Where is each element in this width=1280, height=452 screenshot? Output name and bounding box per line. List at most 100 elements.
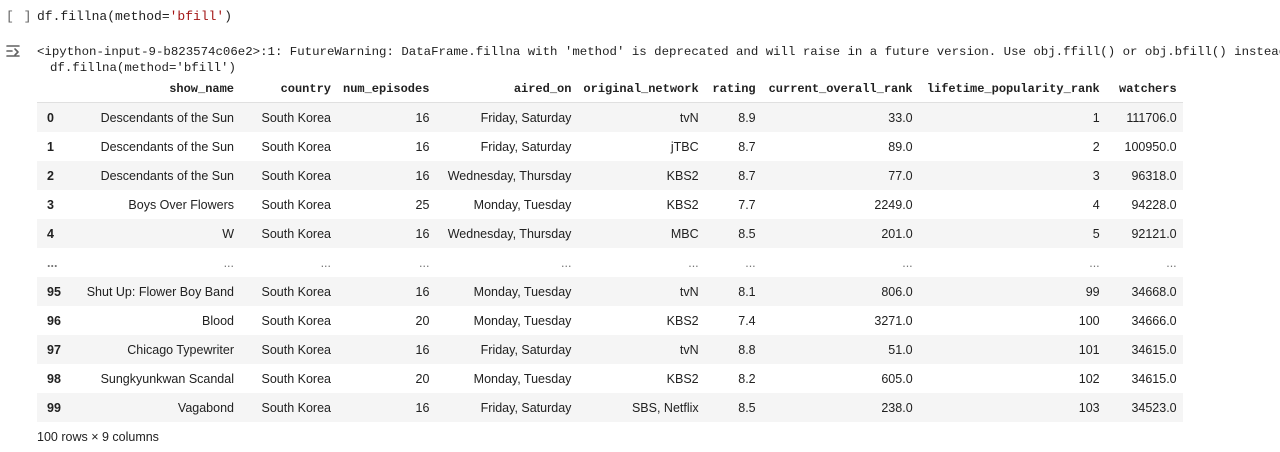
table-cell: South Korea bbox=[261, 400, 332, 415]
column-header: country bbox=[240, 76, 337, 103]
table-cell: Blood bbox=[202, 313, 234, 328]
table-row: 1 Descendants of the Sun South Korea 16 Frid… bbox=[37, 132, 1183, 161]
table-cell: 77.0 bbox=[888, 168, 913, 183]
table-cell: 7.4 bbox=[738, 313, 756, 328]
table-cell: ... bbox=[745, 255, 756, 270]
table-cell: Monday, Tuesday bbox=[473, 197, 572, 212]
column-header bbox=[37, 76, 73, 103]
table-cell: ... bbox=[561, 255, 572, 270]
row-index: 2 bbox=[47, 168, 54, 183]
table-cell: 8.7 bbox=[738, 168, 756, 183]
table-cell: Monday, Tuesday bbox=[473, 371, 572, 386]
table-cell: 103 bbox=[1078, 400, 1100, 415]
table-cell: Boys Over Flowers bbox=[128, 197, 234, 212]
code-prefix: df.fillna(method= bbox=[37, 9, 170, 24]
table-cell: South Korea bbox=[261, 226, 332, 241]
table-cell: 51.0 bbox=[888, 342, 913, 357]
future-warning-output: <ipython-input-9-b823574c06e2>:1: Future… bbox=[37, 44, 1280, 76]
table-cell: KBS2 bbox=[666, 197, 699, 212]
column-header: watchers bbox=[1105, 76, 1183, 103]
warning-message: <ipython-input-9-b823574c06e2>:1: Future… bbox=[37, 45, 1280, 59]
code-input[interactable]: df.fillna(method='bfill') bbox=[37, 9, 232, 24]
table-cell: Friday, Saturday bbox=[480, 139, 572, 154]
table-cell: South Korea bbox=[261, 139, 332, 154]
row-index: 1 bbox=[47, 139, 54, 154]
column-header: lifetime_popularity_rank bbox=[918, 76, 1106, 103]
table-row: 98 Sungkyunkwan Scandal South Korea 20 Monda… bbox=[37, 364, 1183, 393]
table-cell: 16 bbox=[415, 226, 430, 241]
table-cell: 34523.0 bbox=[1131, 400, 1177, 415]
row-index: 99 bbox=[47, 400, 61, 415]
column-header: show_name bbox=[73, 76, 240, 103]
table-cell: 1 bbox=[1092, 110, 1100, 125]
table-row: 4 W South Korea 16 Wednesday, Thursday MBC 8.5… bbox=[37, 219, 1183, 248]
row-index: 97 bbox=[47, 342, 61, 357]
table-cell: Shut Up: Flower Boy Band bbox=[86, 284, 234, 299]
table-cell: 111706.0 bbox=[1126, 110, 1177, 125]
table-cell: South Korea bbox=[261, 313, 332, 328]
table-cell: 238.0 bbox=[881, 400, 913, 415]
table-cell: 34615.0 bbox=[1131, 342, 1177, 357]
table-cell: tvN bbox=[679, 110, 699, 125]
table-cell: 8.5 bbox=[738, 400, 756, 415]
table-cell: 34666.0 bbox=[1131, 313, 1177, 328]
table-cell: 16 bbox=[415, 342, 430, 357]
table-cell: Monday, Tuesday bbox=[473, 284, 572, 299]
row-index: 95 bbox=[47, 284, 61, 299]
table-cell: 96318.0 bbox=[1131, 168, 1177, 183]
row-index: ... bbox=[47, 255, 58, 270]
row-index: 96 bbox=[47, 313, 61, 328]
table-cell: 8.8 bbox=[738, 342, 756, 357]
table-cell: 16 bbox=[415, 284, 430, 299]
table-cell: 2249.0 bbox=[874, 197, 913, 212]
table-row: 0 Descendants of the Sun South Korea 16 Frid… bbox=[37, 102, 1183, 132]
output-toggle-icon[interactable] bbox=[4, 42, 24, 62]
cell-run-prompt[interactable]: [ ] bbox=[6, 9, 33, 24]
table-header: show_name country num_episodes aired_on orig… bbox=[37, 76, 1183, 103]
table-row: 97 Chicago Typewriter South Korea 16 Friday,… bbox=[37, 335, 1183, 364]
table-cell: South Korea bbox=[261, 197, 332, 212]
table-cell: 806.0 bbox=[881, 284, 913, 299]
table-cell: South Korea bbox=[261, 342, 332, 357]
table-cell: Friday, Saturday bbox=[480, 342, 572, 357]
table-cell: 605.0 bbox=[881, 371, 913, 386]
table-cell: KBS2 bbox=[666, 168, 699, 183]
warning-source-line: df.fillna(method='bfill') bbox=[50, 61, 236, 75]
table-cell: ... bbox=[320, 255, 331, 270]
table-cell: 101 bbox=[1078, 342, 1100, 357]
table-cell: 8.7 bbox=[738, 139, 756, 154]
table-cell: Vagabond bbox=[177, 400, 234, 415]
table-cell: tvN bbox=[679, 284, 699, 299]
table-cell: tvN bbox=[679, 342, 699, 357]
table-cell: 94228.0 bbox=[1131, 197, 1177, 212]
column-header: original_network bbox=[577, 76, 705, 103]
table-cell: 33.0 bbox=[888, 110, 913, 125]
table-cell: 34668.0 bbox=[1131, 284, 1177, 299]
table-row: 99 Vagabond South Korea 16 Friday, Saturday S… bbox=[37, 393, 1183, 422]
table-cell: ... bbox=[223, 255, 234, 270]
table-cell: 5 bbox=[1092, 226, 1100, 241]
table-cell: 201.0 bbox=[881, 226, 913, 241]
table-cell: 34615.0 bbox=[1131, 371, 1177, 386]
table-cell: 16 bbox=[415, 139, 430, 154]
table-cell: 16 bbox=[415, 168, 430, 183]
table-cell: ... bbox=[1089, 255, 1100, 270]
table-cell: Wednesday, Thursday bbox=[447, 226, 572, 241]
table-cell: 16 bbox=[415, 110, 430, 125]
table-cell: KBS2 bbox=[666, 371, 699, 386]
table-cell: Sungkyunkwan Scandal bbox=[100, 371, 234, 386]
table-cell: 3271.0 bbox=[874, 313, 913, 328]
table-cell: 92121.0 bbox=[1131, 226, 1177, 241]
code-string-literal: 'bfill' bbox=[169, 9, 225, 24]
table-body: 0 Descendants of the Sun South Korea 16 Frid… bbox=[37, 102, 1183, 422]
table-cell: jTBC bbox=[670, 139, 699, 154]
table-cell: Descendants of the Sun bbox=[100, 139, 234, 154]
row-index: 98 bbox=[47, 371, 61, 386]
table-row: 95 Shut Up: Flower Boy Band South Korea 16 M… bbox=[37, 277, 1183, 306]
table-cell: Descendants of the Sun bbox=[100, 168, 234, 183]
code-suffix: ) bbox=[224, 9, 233, 24]
table-cell: South Korea bbox=[261, 371, 332, 386]
table-cell: 100950.0 bbox=[1124, 139, 1177, 154]
table-cell: 4 bbox=[1092, 197, 1100, 212]
row-index: 4 bbox=[47, 226, 54, 241]
